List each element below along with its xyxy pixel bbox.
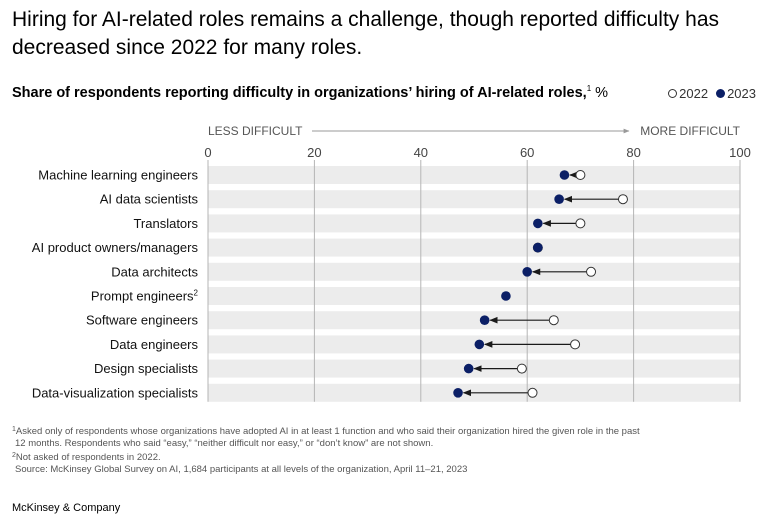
point-2023 (463, 363, 474, 374)
x-tick-label: 80 (626, 145, 640, 160)
point-2023 (559, 170, 570, 180)
chart-subtitle-text: Share of respondents reporting difficult… (12, 85, 587, 101)
x-tick-label: 100 (729, 145, 751, 160)
footnote-2: 2Not asked of respondents in 2022. (12, 452, 161, 463)
point-2022 (586, 266, 597, 277)
row-band (208, 166, 740, 184)
point-2022 (575, 170, 586, 180)
row-band (208, 287, 740, 305)
point-2022 (575, 218, 586, 229)
brand-name: McKinsey & Company (12, 502, 121, 514)
point-2022 (516, 363, 527, 374)
footnote-1: 1Asked only of respondents whose organiz… (12, 426, 640, 437)
point-2023 (474, 339, 485, 350)
axis-more-difficult-label: MORE DIFFICULT (640, 124, 740, 138)
category-label: Translators (133, 216, 198, 231)
category-label: Data-visualization specialists (32, 385, 199, 400)
x-tick-label: 60 (520, 145, 534, 160)
point-2022 (548, 315, 559, 326)
row-band (208, 190, 740, 209)
row-band (208, 262, 740, 281)
category-label: Prompt engineers2 (91, 289, 199, 304)
category-label: AI data scientists (100, 192, 199, 207)
point-2023 (479, 315, 490, 325)
category-label: AI product owners/managers (32, 240, 199, 255)
chart-subtitle: Share of respondents reporting difficult… (12, 84, 756, 106)
legend: 2022 2023 (668, 86, 756, 101)
chart-subtitle-unit: % (591, 85, 609, 101)
point-2023 (533, 218, 543, 229)
point-2023 (501, 291, 511, 301)
point-2023 (453, 388, 463, 398)
point-2023 (533, 242, 543, 253)
dumbbell-chart: 0 20 40 60 80 100 LESS DIFFICULT MORE DIFFICULT… (32, 124, 751, 402)
legend-label-2022: 2022 (679, 86, 709, 101)
legend-filled-marker-icon (716, 89, 726, 98)
category-label: Machine learning engineers (38, 168, 198, 183)
chart-subtitle-footnote-ref: 1 (586, 84, 592, 93)
category-label: Data engineers (110, 337, 199, 352)
headline: Hiring for AI-related roles remains a ch… (12, 8, 719, 59)
row-band (208, 238, 740, 257)
x-tick-label: 40 (414, 145, 428, 160)
footnote-1-cont: 12 months. Respondents who said “easy,” … (15, 438, 434, 449)
point-2022 (570, 339, 581, 350)
row-band (208, 335, 740, 354)
category-label: Software engineers (86, 313, 199, 328)
category-label: Data architects (111, 264, 198, 279)
point-2023 (522, 267, 532, 277)
point-2022 (617, 194, 628, 205)
legend-open-marker-icon (668, 89, 678, 98)
point-2022 (527, 387, 538, 398)
source-note: Source: McKinsey Global Survey on AI, 1,… (15, 464, 468, 475)
point-2023 (554, 194, 564, 204)
x-tick-label: 0 (204, 145, 211, 160)
row-band (208, 311, 740, 330)
row-band (208, 214, 740, 233)
x-tick-label: 20 (307, 145, 321, 160)
axis-less-difficult-label: LESS DIFFICULT (208, 124, 303, 138)
legend-label-2023: 2023 (727, 86, 756, 101)
category-label: Design specialists (94, 361, 199, 376)
footnotes: 1Asked only of respondents whose organiz… (12, 424, 752, 476)
row-band (208, 359, 740, 378)
